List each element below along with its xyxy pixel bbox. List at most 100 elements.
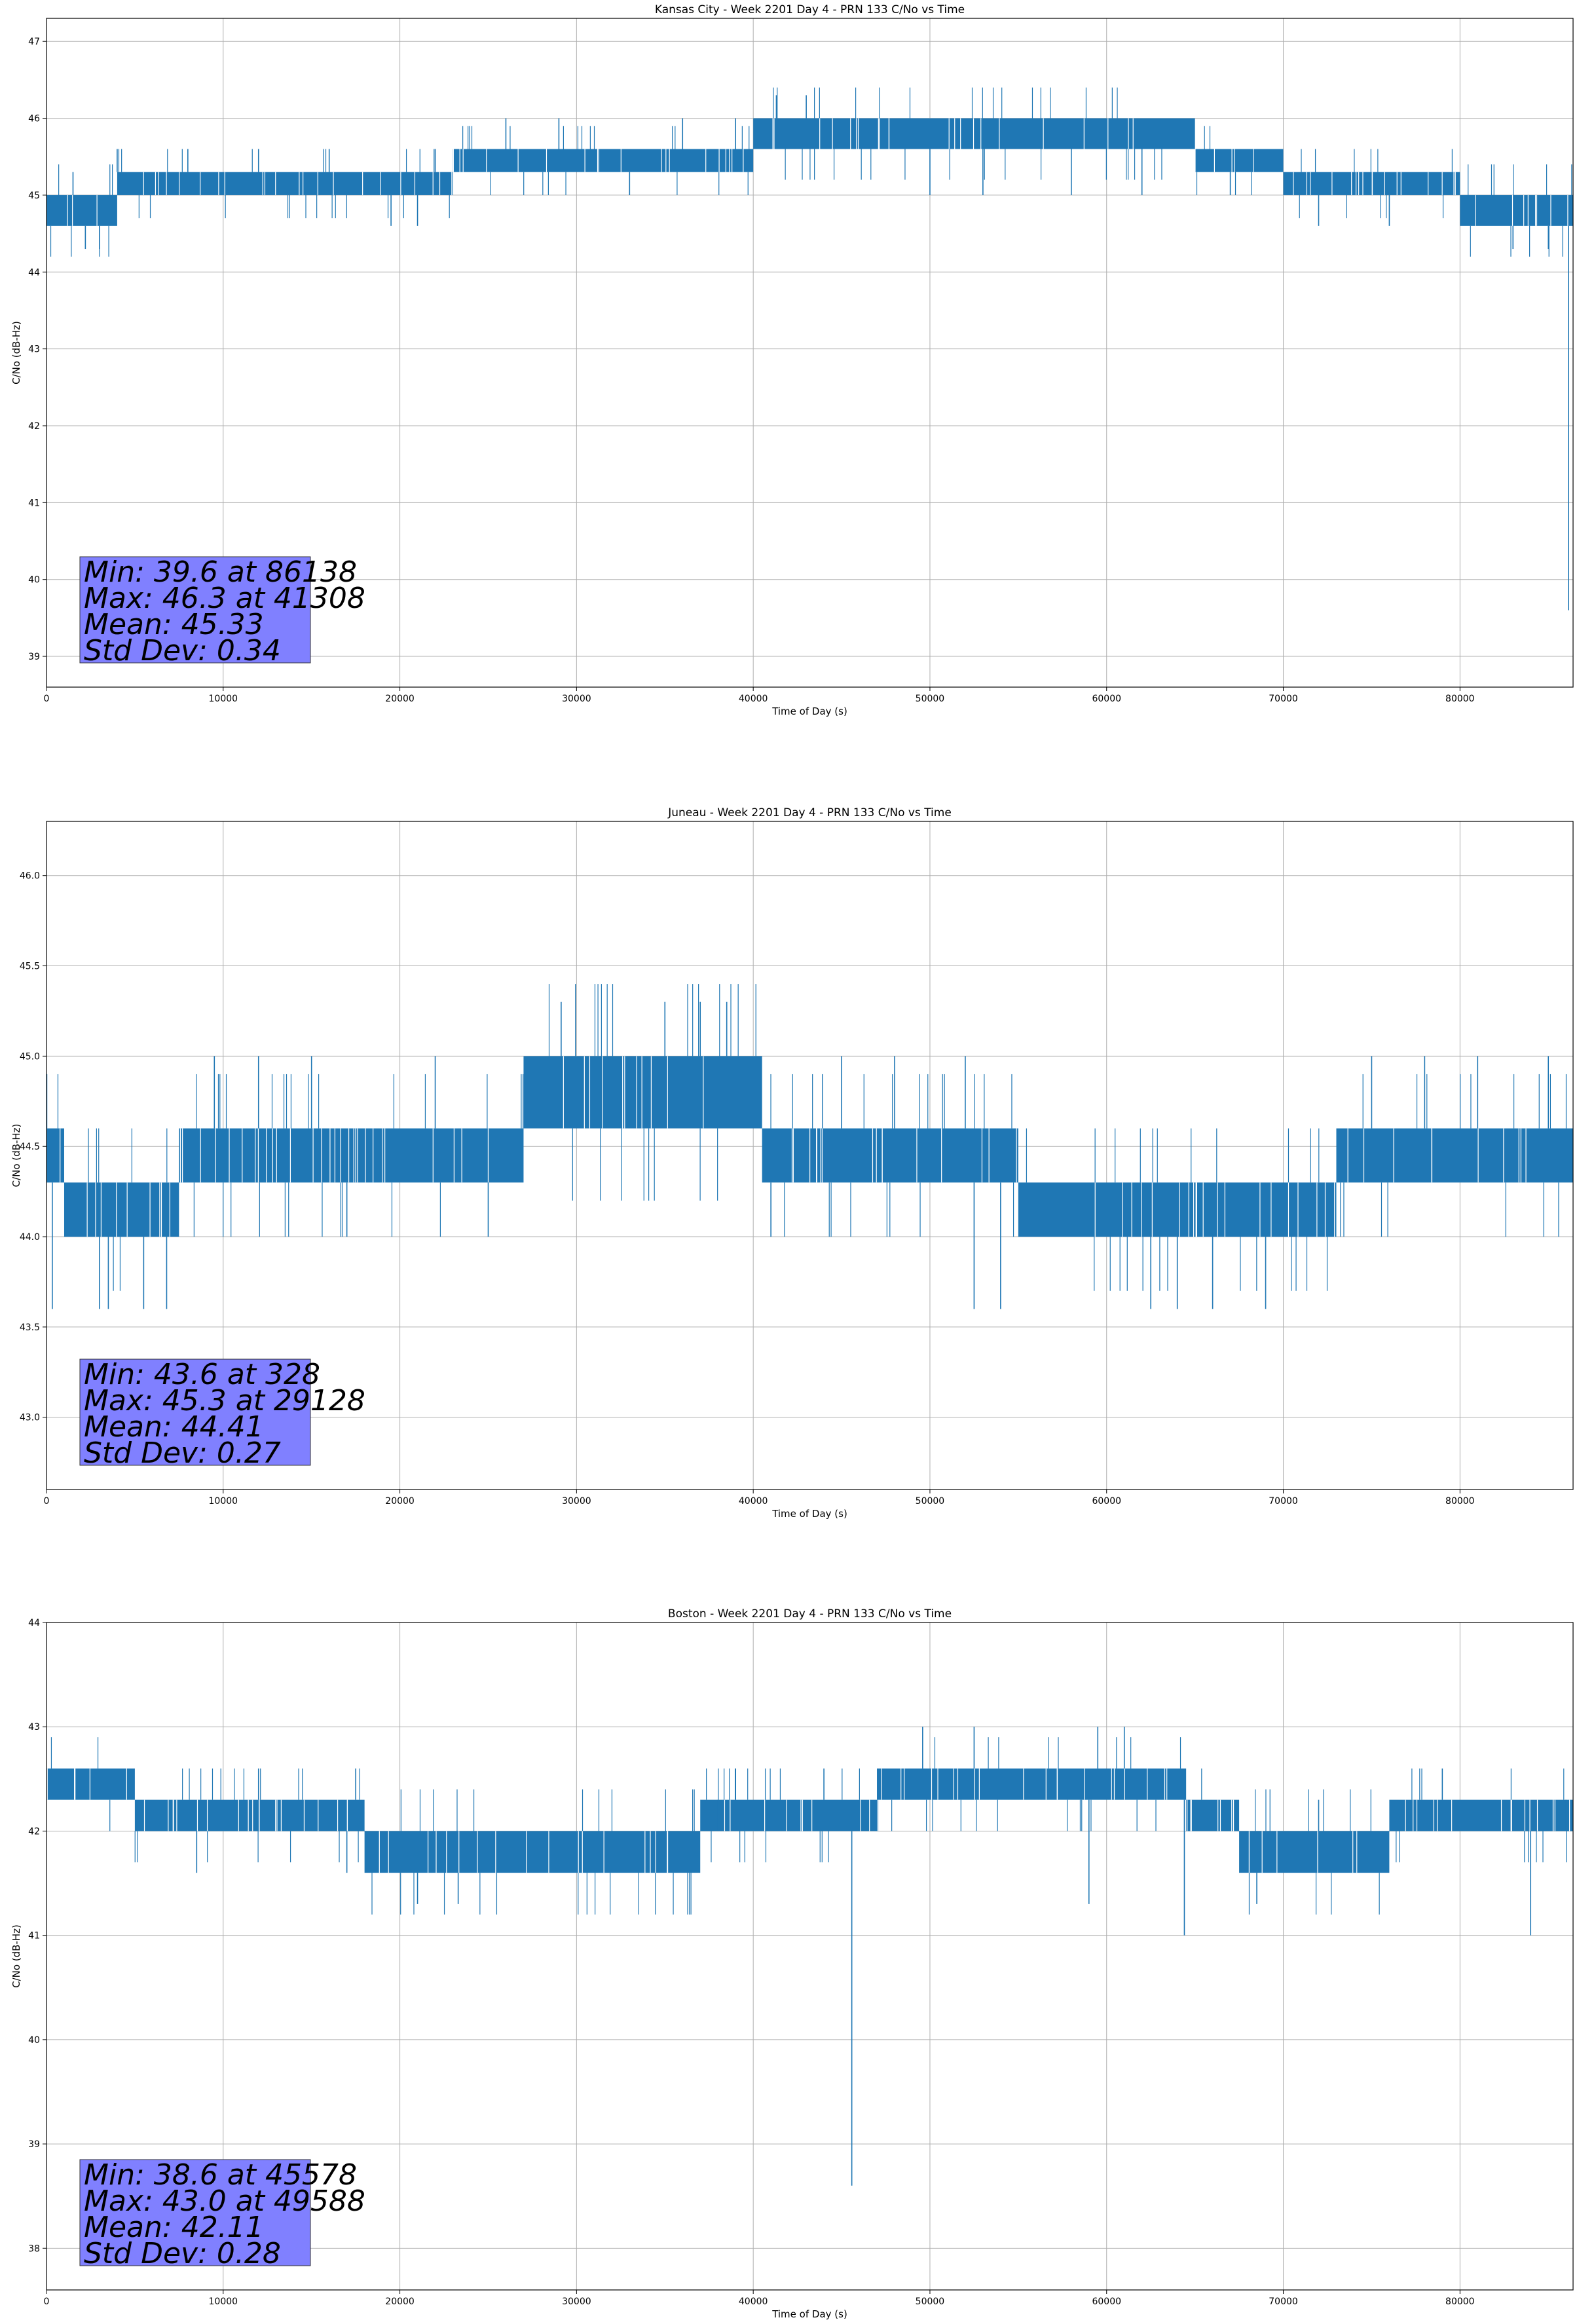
stats-line: Min: 43.6 at 328 xyxy=(84,1358,320,1391)
y-tick-label: 38 xyxy=(28,2243,40,2254)
x-tick-label: 60000 xyxy=(1092,1496,1121,1507)
x-tick-label: 20000 xyxy=(385,1496,415,1507)
y-tick-label: 46 xyxy=(28,114,40,124)
x-tick-label: 0 xyxy=(44,694,50,704)
y-tick-label: 44.5 xyxy=(20,1142,40,1152)
y-tick-label: 40 xyxy=(28,575,40,586)
x-tick-label: 30000 xyxy=(562,1496,591,1507)
data-series xyxy=(46,87,1573,610)
x-tick-label: 0 xyxy=(44,1496,50,1507)
signal-band xyxy=(1460,195,1573,226)
stats-line: Std Dev: 0.27 xyxy=(84,1436,281,1470)
stats-line: Mean: 44.41 xyxy=(84,1410,264,1444)
y-tick-label: 41 xyxy=(28,1931,40,1941)
plot-frame xyxy=(46,821,1574,1490)
x-tick-label: 80000 xyxy=(1445,1496,1475,1507)
signal-band xyxy=(523,1056,762,1129)
x-tick-label: 70000 xyxy=(1269,694,1298,704)
signal-band xyxy=(1018,1182,1337,1237)
y-tick-label: 44 xyxy=(28,1618,40,1628)
x-tick-label: 80000 xyxy=(1445,2296,1475,2307)
data-series xyxy=(46,984,1573,1309)
signal-band xyxy=(1195,149,1284,172)
chart-title: Boston - Week 2201 Day 4 - PRN 133 C/No … xyxy=(668,1607,952,1621)
y-tick-label: 43 xyxy=(28,1722,40,1733)
chart-1: Kansas City - Week 2201 Day 4 - PRN 133 … xyxy=(10,3,1574,717)
x-tick-label: 70000 xyxy=(1269,1496,1298,1507)
x-axis-label: Time of Day (s) xyxy=(771,2308,847,2320)
x-tick-label: 50000 xyxy=(916,1496,945,1507)
signal-band xyxy=(179,1128,524,1183)
x-tick-label: 0 xyxy=(44,2296,50,2307)
x-tick-label: 70000 xyxy=(1269,2296,1298,2307)
signal-band xyxy=(46,1768,135,1800)
y-tick-label: 44.0 xyxy=(20,1232,40,1243)
x-tick-label: 20000 xyxy=(385,2296,415,2307)
y-tick-label: 39 xyxy=(28,652,40,662)
stats-box xyxy=(79,1359,311,1466)
chart-title: Kansas City - Week 2201 Day 4 - PRN 133 … xyxy=(655,3,965,16)
y-axis-label: C/No (dB-Hz) xyxy=(10,1124,22,1188)
signal-band xyxy=(134,1799,365,1831)
signal-band xyxy=(364,1831,701,1873)
x-tick-label: 50000 xyxy=(916,694,945,704)
x-tick-label: 30000 xyxy=(562,694,591,704)
signal-band xyxy=(46,195,117,226)
stats-box xyxy=(79,556,311,664)
x-tick-label: 20000 xyxy=(385,694,415,704)
stats-line: Max: 46.3 at 41308 xyxy=(84,582,365,615)
y-tick-label: 45.0 xyxy=(20,1051,40,1062)
chart-3: Boston - Week 2201 Day 4 - PRN 133 C/No … xyxy=(10,1607,1574,2320)
x-tick-label: 40000 xyxy=(739,2296,768,2307)
y-tick-label: 45 xyxy=(28,191,40,201)
stats-line: Std Dev: 0.28 xyxy=(84,2237,281,2270)
y-tick-label: 40 xyxy=(28,2035,40,2046)
signal-band xyxy=(1283,172,1460,195)
x-axis-label: Time of Day (s) xyxy=(771,1508,847,1520)
x-tick-label: 10000 xyxy=(209,1496,238,1507)
y-axis-label: C/No (dB-Hz) xyxy=(10,1924,22,1988)
x-tick-label: 40000 xyxy=(739,694,768,704)
x-axis-label: Time of Day (s) xyxy=(771,705,847,717)
y-tick-label: 44 xyxy=(28,267,40,278)
signal-band xyxy=(453,149,754,172)
y-tick-label: 43.0 xyxy=(20,1413,40,1423)
plot-frame xyxy=(46,18,1574,688)
y-tick-label: 45.5 xyxy=(20,962,40,972)
signal-band xyxy=(117,172,453,195)
x-tick-label: 10000 xyxy=(209,694,238,704)
x-tick-label: 40000 xyxy=(739,1496,768,1507)
y-axis-label: C/No (dB-Hz) xyxy=(10,321,22,384)
plot-frame xyxy=(46,1622,1574,2291)
y-tick-label: 46.0 xyxy=(20,871,40,882)
signal-band xyxy=(1186,1799,1240,1831)
stats-line: Max: 45.3 at 29128 xyxy=(84,1384,365,1417)
x-tick-label: 50000 xyxy=(916,2296,945,2307)
y-tick-label: 47 xyxy=(28,37,40,47)
stats-line: Mean: 45.33 xyxy=(84,608,264,641)
y-tick-label: 43 xyxy=(28,345,40,355)
signal-band xyxy=(1389,1799,1573,1831)
y-tick-label: 42 xyxy=(28,421,40,432)
y-tick-label: 41 xyxy=(28,498,40,508)
signal-band xyxy=(700,1799,878,1831)
signal-band xyxy=(46,1128,64,1183)
signal-band xyxy=(753,118,1195,149)
y-tick-label: 43.5 xyxy=(20,1322,40,1333)
x-tick-label: 60000 xyxy=(1092,2296,1121,2307)
signal-band xyxy=(1336,1128,1573,1183)
y-tick-label: 39 xyxy=(28,2139,40,2150)
stats-line: Std Dev: 0.34 xyxy=(84,634,281,667)
x-tick-label: 60000 xyxy=(1092,694,1121,704)
x-tick-label: 80000 xyxy=(1445,694,1475,704)
x-tick-label: 30000 xyxy=(562,2296,591,2307)
stats-line: Mean: 42.11 xyxy=(84,2211,264,2244)
signal-band xyxy=(762,1128,1018,1183)
chart-title: Juneau - Week 2201 Day 4 - PRN 133 C/No … xyxy=(667,806,952,819)
y-tick-label: 42 xyxy=(28,1826,40,1837)
stats-line: Min: 38.6 at 45578 xyxy=(84,2158,357,2192)
chart-2: Juneau - Week 2201 Day 4 - PRN 133 C/No … xyxy=(10,806,1574,1520)
stats-box xyxy=(79,2159,311,2266)
data-series xyxy=(46,1727,1573,2186)
